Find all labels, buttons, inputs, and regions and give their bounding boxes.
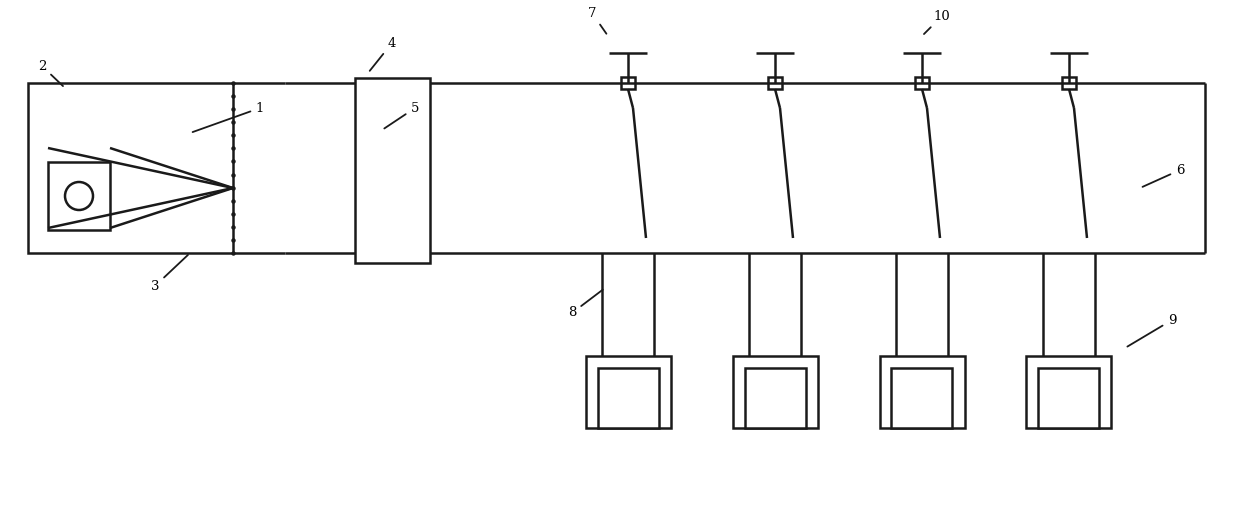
Text: 1: 1 xyxy=(192,102,264,132)
Bar xyxy=(733,356,817,428)
Bar xyxy=(879,356,965,428)
Bar xyxy=(585,356,671,428)
Bar xyxy=(1061,77,1076,89)
Bar xyxy=(29,83,233,253)
Bar xyxy=(48,162,110,230)
Text: 5: 5 xyxy=(384,102,419,129)
Text: 3: 3 xyxy=(151,255,188,293)
Bar xyxy=(892,368,952,428)
Text: 6: 6 xyxy=(1142,164,1184,187)
Text: 7: 7 xyxy=(588,7,606,34)
Text: 10: 10 xyxy=(924,10,950,34)
Bar xyxy=(1038,368,1100,428)
Bar xyxy=(355,78,430,263)
Text: 2: 2 xyxy=(37,59,63,86)
Bar xyxy=(1027,356,1111,428)
Text: 8: 8 xyxy=(568,290,603,320)
Bar xyxy=(768,77,782,89)
Text: 4: 4 xyxy=(370,37,397,71)
Bar xyxy=(598,368,658,428)
Bar xyxy=(621,77,635,89)
Bar xyxy=(744,368,806,428)
Text: 9: 9 xyxy=(1127,313,1177,346)
Bar xyxy=(915,77,929,89)
